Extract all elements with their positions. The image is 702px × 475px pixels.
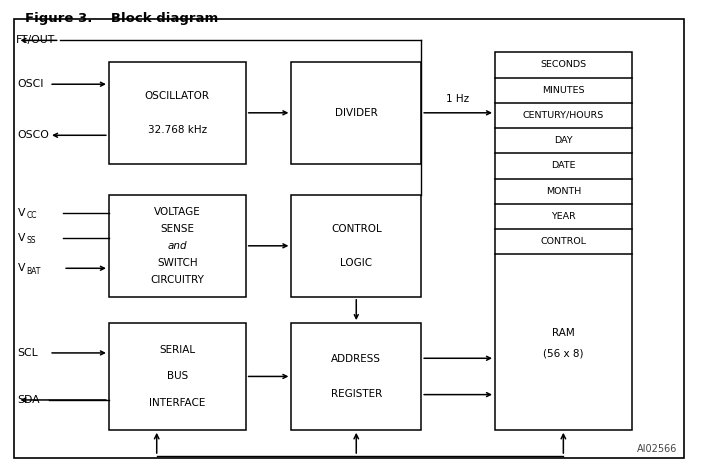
Bar xyxy=(495,52,632,430)
Text: SENSE: SENSE xyxy=(160,224,194,234)
Text: V: V xyxy=(18,233,25,243)
Bar xyxy=(291,62,421,164)
Text: INTERFACE: INTERFACE xyxy=(149,398,206,408)
Text: CC: CC xyxy=(27,211,37,220)
Bar xyxy=(109,323,246,430)
Bar xyxy=(109,62,246,164)
Bar xyxy=(109,195,246,297)
Text: CONTROL: CONTROL xyxy=(541,237,586,246)
Text: DAY: DAY xyxy=(554,136,573,145)
Text: Figure 3.    Block diagram: Figure 3. Block diagram xyxy=(25,12,218,25)
Text: SDA: SDA xyxy=(18,395,40,405)
Text: MONTH: MONTH xyxy=(545,187,581,196)
Text: FT/OUT: FT/OUT xyxy=(15,35,55,46)
Text: and: and xyxy=(168,241,187,251)
Text: REGISTER: REGISTER xyxy=(331,389,382,399)
Text: ADDRESS: ADDRESS xyxy=(331,353,381,364)
Text: OSCILLATOR: OSCILLATOR xyxy=(145,91,210,101)
Text: 1 Hz: 1 Hz xyxy=(446,94,470,104)
Text: VOLTAGE: VOLTAGE xyxy=(154,207,201,217)
Text: BUS: BUS xyxy=(166,371,188,381)
Text: SCL: SCL xyxy=(18,348,39,358)
Text: DATE: DATE xyxy=(551,162,576,171)
Text: CENTURY/HOURS: CENTURY/HOURS xyxy=(523,111,604,120)
Bar xyxy=(291,323,421,430)
Text: SERIAL: SERIAL xyxy=(159,345,195,355)
Text: YEAR: YEAR xyxy=(551,212,576,221)
Text: SECONDS: SECONDS xyxy=(541,60,586,69)
Text: LOGIC: LOGIC xyxy=(340,258,372,268)
Text: DIVIDER: DIVIDER xyxy=(335,108,378,118)
Text: MINUTES: MINUTES xyxy=(542,86,585,95)
Text: (56 x 8): (56 x 8) xyxy=(543,349,583,359)
Text: SS: SS xyxy=(27,236,37,245)
Text: OSCO: OSCO xyxy=(18,130,49,140)
Text: SWITCH: SWITCH xyxy=(157,258,197,268)
Bar xyxy=(291,195,421,297)
Text: 32.768 kHz: 32.768 kHz xyxy=(147,125,207,135)
Text: CIRCUITRY: CIRCUITRY xyxy=(150,275,204,285)
Text: RAM: RAM xyxy=(552,328,575,338)
Text: V: V xyxy=(18,208,25,218)
Text: V: V xyxy=(18,263,25,273)
Text: OSCI: OSCI xyxy=(18,79,44,89)
Text: BAT: BAT xyxy=(27,266,41,276)
Text: CONTROL: CONTROL xyxy=(331,224,382,234)
Text: AI02566: AI02566 xyxy=(637,444,677,454)
